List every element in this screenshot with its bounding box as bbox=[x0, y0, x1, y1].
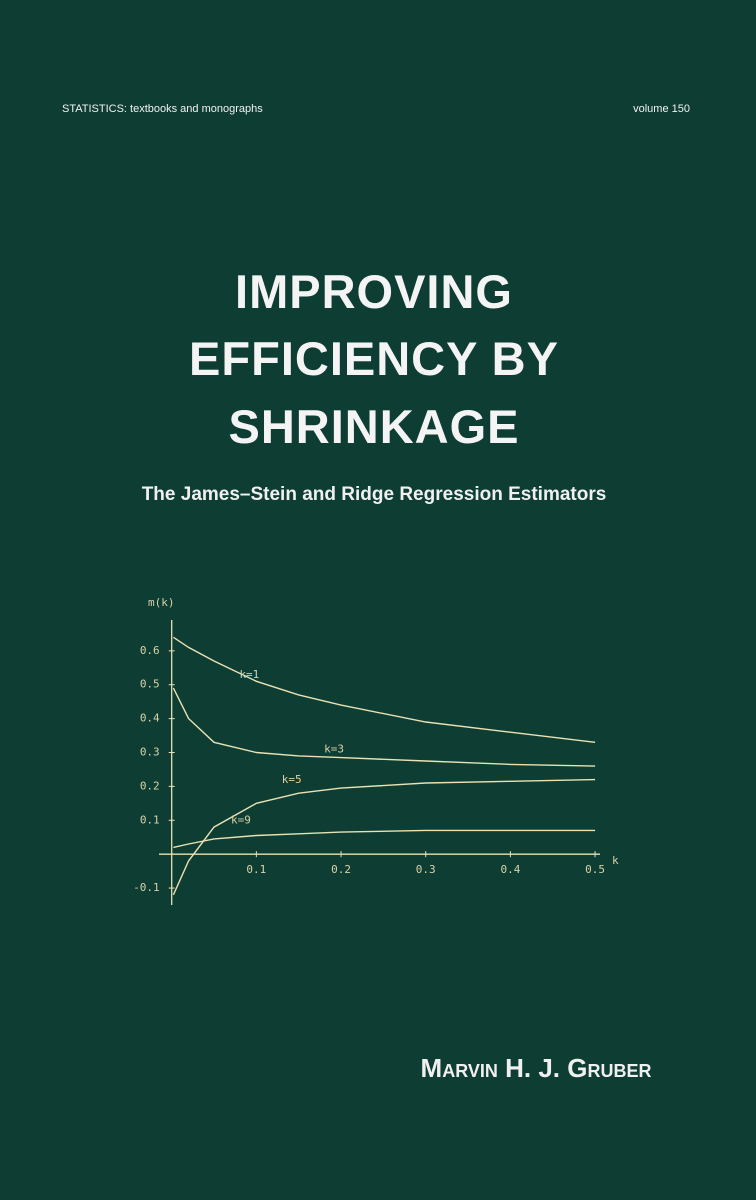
y-tick-label: 0.1 bbox=[140, 813, 160, 826]
curve bbox=[173, 636, 596, 743]
x-tick-label: 0.5 bbox=[585, 863, 605, 876]
curve-label: k=3 bbox=[324, 743, 344, 756]
y-axis-label: m(k) bbox=[148, 596, 175, 609]
y-tick-label: -0.1 bbox=[133, 881, 160, 894]
curve-label: k=5 bbox=[282, 773, 302, 786]
curve bbox=[172, 778, 596, 896]
y-tick-label: 0.6 bbox=[140, 644, 160, 657]
title-line: IMPROVING bbox=[235, 265, 513, 318]
x-tick-label: 0.4 bbox=[500, 863, 520, 876]
curve bbox=[172, 687, 596, 767]
x-tick-label: 0.3 bbox=[416, 863, 436, 876]
subtitle: The James–Stein and Ridge Regression Est… bbox=[142, 484, 607, 505]
volume: volume 150 bbox=[633, 103, 690, 115]
y-tick-label: 0.3 bbox=[140, 746, 160, 759]
y-tick-label: 0.4 bbox=[140, 712, 160, 725]
x-tick-label: 0.2 bbox=[331, 863, 351, 876]
x-axis-label: k bbox=[612, 854, 619, 867]
y-tick-label: 0.2 bbox=[140, 779, 160, 792]
curve-label: k=9 bbox=[231, 814, 251, 827]
y-tick-label: 0.5 bbox=[140, 678, 160, 691]
curve bbox=[173, 829, 596, 849]
series-label: STATISTICS: textbooks and monographs bbox=[62, 103, 263, 115]
title-line: EFFICIENCY BY bbox=[189, 332, 559, 385]
title-line: SHRINKAGE bbox=[228, 400, 519, 453]
curve-label: k=1 bbox=[239, 668, 259, 681]
author: Marvin H. J. Gruber bbox=[421, 1053, 652, 1083]
x-tick-label: 0.1 bbox=[246, 863, 266, 876]
